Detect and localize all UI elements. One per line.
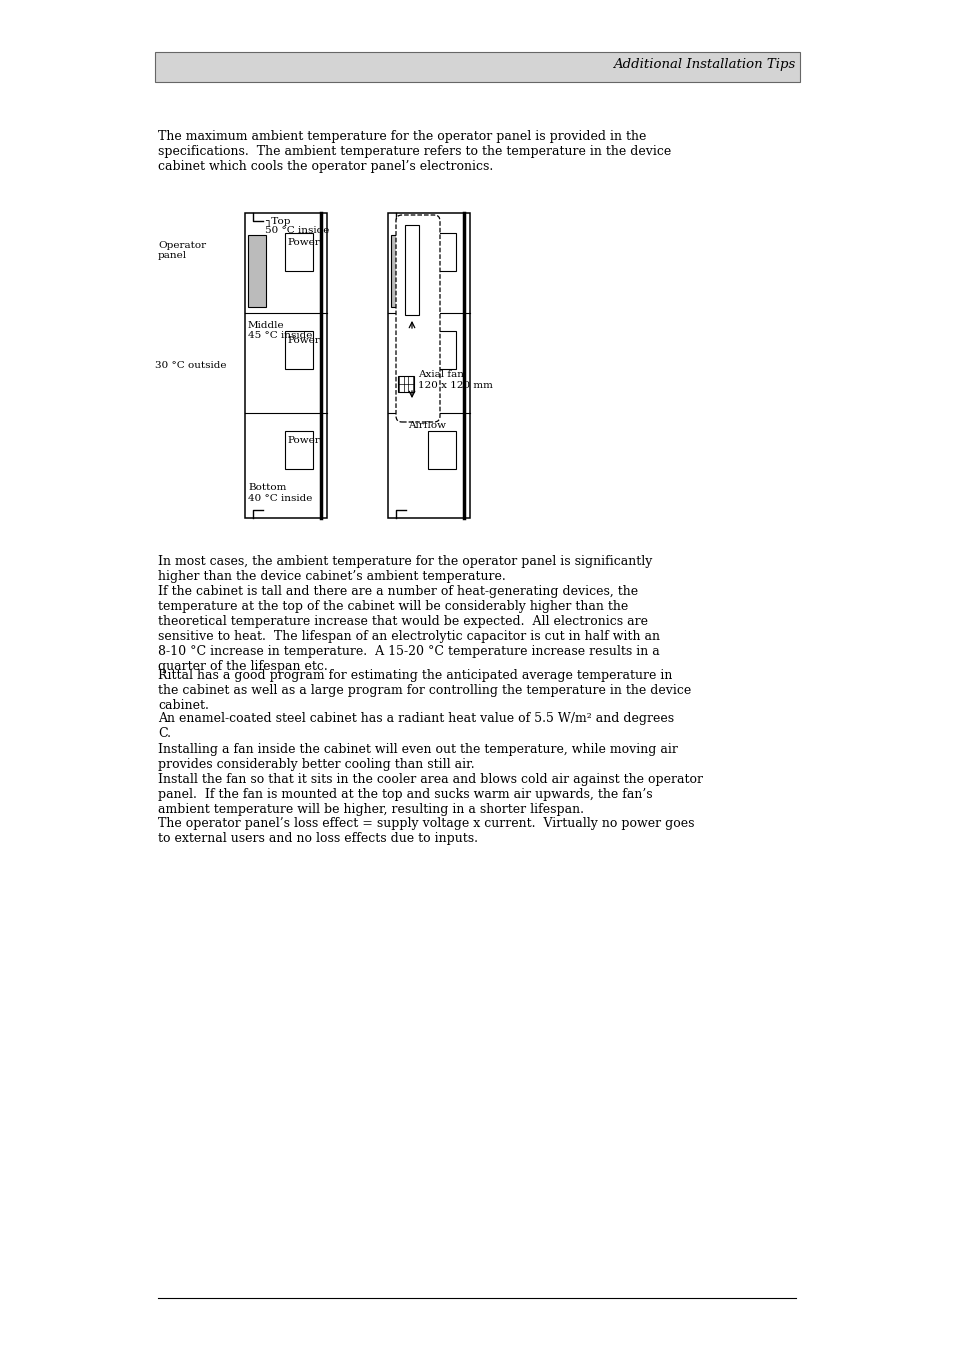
- Text: Airflow: Airflow: [408, 421, 446, 431]
- Bar: [245, 213, 327, 518]
- Text: An enamel-coated steel cabinet has a radiant heat value of 5.5 W/m² and degrees
: An enamel-coated steel cabinet has a rad…: [158, 713, 674, 740]
- Text: panel: panel: [158, 251, 187, 261]
- Text: Additional Installation Tips: Additional Installation Tips: [612, 58, 794, 72]
- Text: Axial fan: Axial fan: [417, 370, 463, 379]
- Bar: [428, 431, 456, 468]
- Text: 50 °C inside: 50 °C inside: [265, 225, 329, 235]
- Text: In most cases, the ambient temperature for the operator panel is significantly
h: In most cases, the ambient temperature f…: [158, 555, 652, 583]
- Text: 30 °C outside: 30 °C outside: [154, 360, 226, 370]
- Bar: [248, 235, 266, 306]
- Text: Power: Power: [287, 238, 319, 247]
- Text: If the cabinet is tall and there are a number of heat-generating devices, the
te: If the cabinet is tall and there are a n…: [158, 586, 659, 674]
- Text: Rittal has a good program for estimating the anticipated average temperature in
: Rittal has a good program for estimating…: [158, 668, 691, 711]
- Text: Power: Power: [287, 436, 319, 446]
- Text: The operator panel’s loss effect = supply voltage x current.  Virtually no power: The operator panel’s loss effect = suppl…: [158, 817, 694, 845]
- Text: Installing a fan inside the cabinet will even out the temperature, while moving : Installing a fan inside the cabinet will…: [158, 743, 678, 771]
- Text: Operator: Operator: [158, 242, 206, 250]
- Text: The maximum ambient temperature for the operator panel is provided in the
specif: The maximum ambient temperature for the …: [158, 130, 671, 173]
- Text: 120 x 120 mm: 120 x 120 mm: [417, 381, 493, 390]
- Text: Power: Power: [287, 336, 319, 346]
- Bar: [388, 213, 470, 518]
- Text: Bottom: Bottom: [248, 483, 286, 491]
- Bar: [391, 235, 409, 306]
- Text: 40 °C inside: 40 °C inside: [248, 494, 312, 504]
- Text: 45 °C inside: 45 °C inside: [248, 331, 312, 340]
- Bar: [397, 377, 414, 392]
- Text: ┐Top: ┐Top: [265, 216, 291, 225]
- Bar: [285, 234, 313, 271]
- Bar: [285, 331, 313, 369]
- Bar: [285, 431, 313, 468]
- Bar: [428, 331, 456, 369]
- Bar: [154, 53, 800, 82]
- Bar: [428, 234, 456, 271]
- Text: Install the fan so that it sits in the cooler area and blows cold air against th: Install the fan so that it sits in the c…: [158, 774, 702, 815]
- Text: Middle: Middle: [248, 321, 284, 329]
- Bar: [405, 225, 418, 315]
- FancyBboxPatch shape: [395, 215, 439, 423]
